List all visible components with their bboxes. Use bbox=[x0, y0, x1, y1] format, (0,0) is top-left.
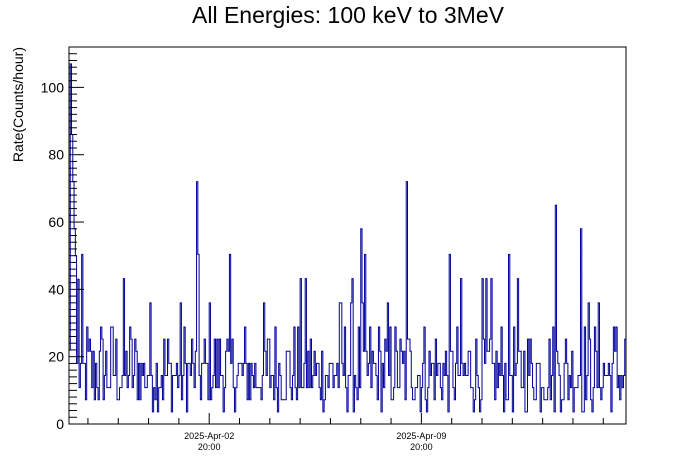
y-tick-label: 0 bbox=[56, 416, 64, 432]
y-tick-label: 20 bbox=[48, 349, 64, 365]
y-tick-label: 60 bbox=[48, 214, 64, 230]
y-tick-label: 100 bbox=[41, 79, 65, 95]
chart-title: All Energies: 100 keV to 3MeV bbox=[192, 2, 504, 28]
histogram-series bbox=[68, 63, 627, 424]
y-tick-label: 80 bbox=[48, 147, 64, 163]
x-tick-label-date: 2025-Apr-09 bbox=[396, 431, 446, 441]
y-axis-label: Rate(Counts/hour) bbox=[10, 47, 26, 162]
x-tick-label-time: 20:00 bbox=[410, 442, 433, 452]
plot-frame bbox=[68, 46, 627, 425]
x-tick-label-time: 20:00 bbox=[198, 442, 221, 452]
y-tick-label: 40 bbox=[48, 281, 64, 297]
x-tick-label-date: 2025-Apr-02 bbox=[184, 431, 234, 441]
